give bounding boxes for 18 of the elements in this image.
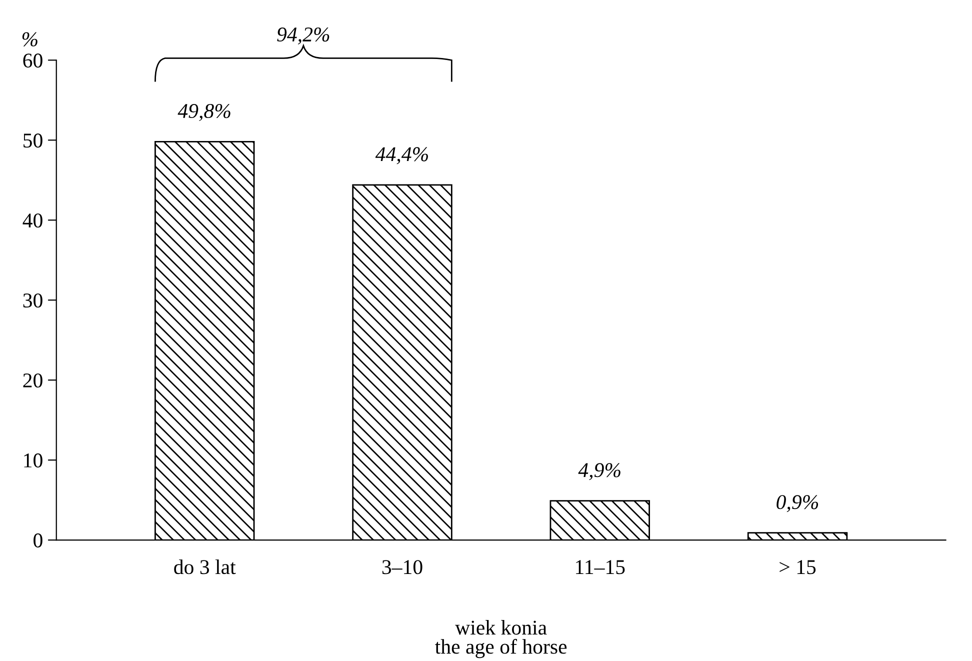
y-tick-label: 30 [23, 293, 42, 308]
data-label: 0,9% [776, 495, 818, 512]
x-tick-label: 11–15 [576, 560, 625, 574]
x-tick-label: > 15 [780, 560, 816, 574]
x-tick-label: do 3 lat [174, 559, 236, 574]
y-tick-label: 60 [23, 54, 42, 68]
y-tick-label: 50 [24, 134, 42, 148]
y-tick-label: 10 [24, 453, 42, 468]
text: 94,2% [277, 27, 330, 45]
data-label: 4,9% [578, 463, 620, 480]
x-tick-label: 3–10 [382, 560, 422, 574]
data-label: 49,8% [178, 104, 230, 122]
y-tick-label: 20 [23, 373, 42, 388]
x-axis-title: wiek konia the age of horse [435, 620, 567, 658]
data-label: 44,4% [375, 147, 428, 164]
y-tick-label: 40 [22, 213, 42, 228]
y-axis-title: % [22, 32, 38, 46]
y-tick-label: 0 [34, 533, 42, 548]
